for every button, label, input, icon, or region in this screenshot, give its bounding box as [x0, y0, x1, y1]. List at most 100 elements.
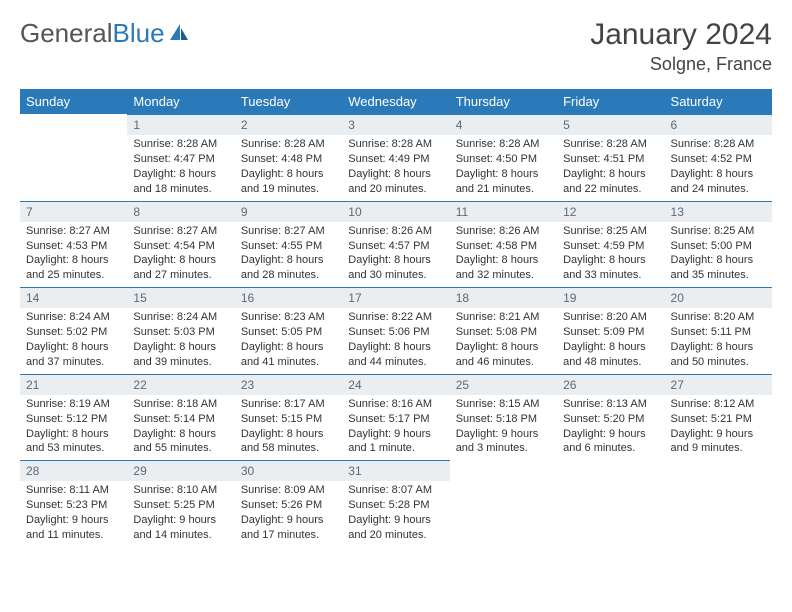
day-body: Sunrise: 8:28 AMSunset: 4:47 PMDaylight:…: [127, 135, 234, 200]
title-block: January 2024 Solgne, France: [590, 18, 772, 75]
day-body: Sunrise: 8:16 AMSunset: 5:17 PMDaylight:…: [342, 395, 449, 460]
sunset-line: Sunset: 4:48 PM: [241, 152, 336, 167]
day-body: Sunrise: 8:20 AMSunset: 5:11 PMDaylight:…: [665, 308, 772, 373]
day-body: Sunrise: 8:24 AMSunset: 5:03 PMDaylight:…: [127, 308, 234, 373]
logo: GeneralBlue: [20, 18, 190, 49]
sunrise-line: Sunrise: 8:28 AM: [241, 137, 336, 152]
day-number: 8: [127, 201, 234, 222]
calendar-body: 1Sunrise: 8:28 AMSunset: 4:47 PMDaylight…: [20, 114, 772, 547]
sunrise-line: Sunrise: 8:12 AM: [671, 397, 766, 412]
day-number: 27: [665, 374, 772, 395]
sunrise-line: Sunrise: 8:25 AM: [671, 224, 766, 239]
sunrise-line: Sunrise: 8:19 AM: [26, 397, 121, 412]
logo-text-blue: Blue: [113, 18, 165, 49]
calendar-cell: 13Sunrise: 8:25 AMSunset: 5:00 PMDayligh…: [665, 201, 772, 288]
day-body: Sunrise: 8:25 AMSunset: 4:59 PMDaylight:…: [557, 222, 664, 287]
daylight-line: Daylight: 9 hours and 17 minutes.: [241, 513, 336, 543]
calendar-row: 21Sunrise: 8:19 AMSunset: 5:12 PMDayligh…: [20, 374, 772, 461]
day-body: Sunrise: 8:11 AMSunset: 5:23 PMDaylight:…: [20, 481, 127, 546]
day-number: 3: [342, 114, 449, 135]
weekday-header: Saturday: [665, 89, 772, 114]
daylight-line: Daylight: 8 hours and 32 minutes.: [456, 253, 551, 283]
daylight-line: Daylight: 8 hours and 28 minutes.: [241, 253, 336, 283]
daylight-line: Daylight: 9 hours and 11 minutes.: [26, 513, 121, 543]
day-number: 1: [127, 114, 234, 135]
sunset-line: Sunset: 5:12 PM: [26, 412, 121, 427]
sunrise-line: Sunrise: 8:20 AM: [671, 310, 766, 325]
sunrise-line: Sunrise: 8:28 AM: [456, 137, 551, 152]
daylight-line: Daylight: 8 hours and 22 minutes.: [563, 167, 658, 197]
day-number: 7: [20, 201, 127, 222]
day-body: Sunrise: 8:25 AMSunset: 5:00 PMDaylight:…: [665, 222, 772, 287]
sunset-line: Sunset: 5:14 PM: [133, 412, 228, 427]
header: GeneralBlue January 2024 Solgne, France: [20, 18, 772, 75]
calendar-table: SundayMondayTuesdayWednesdayThursdayFrid…: [20, 89, 772, 547]
sunset-line: Sunset: 4:55 PM: [241, 239, 336, 254]
day-number: 26: [557, 374, 664, 395]
daylight-line: Daylight: 8 hours and 33 minutes.: [563, 253, 658, 283]
sunset-line: Sunset: 5:23 PM: [26, 498, 121, 513]
calendar-cell: 11Sunrise: 8:26 AMSunset: 4:58 PMDayligh…: [450, 201, 557, 288]
calendar-cell: 17Sunrise: 8:22 AMSunset: 5:06 PMDayligh…: [342, 287, 449, 374]
weekday-header: Monday: [127, 89, 234, 114]
weekday-header: Wednesday: [342, 89, 449, 114]
daylight-line: Daylight: 9 hours and 1 minute.: [348, 427, 443, 457]
calendar-cell: 5Sunrise: 8:28 AMSunset: 4:51 PMDaylight…: [557, 114, 664, 201]
calendar-cell: 2Sunrise: 8:28 AMSunset: 4:48 PMDaylight…: [235, 114, 342, 201]
calendar-cell: 22Sunrise: 8:18 AMSunset: 5:14 PMDayligh…: [127, 374, 234, 461]
calendar-cell: [450, 460, 557, 547]
calendar-cell: 4Sunrise: 8:28 AMSunset: 4:50 PMDaylight…: [450, 114, 557, 201]
daylight-line: Daylight: 9 hours and 14 minutes.: [133, 513, 228, 543]
day-body: Sunrise: 8:15 AMSunset: 5:18 PMDaylight:…: [450, 395, 557, 460]
sunrise-line: Sunrise: 8:24 AM: [26, 310, 121, 325]
day-number: 13: [665, 201, 772, 222]
sunset-line: Sunset: 5:26 PM: [241, 498, 336, 513]
sunset-line: Sunset: 4:53 PM: [26, 239, 121, 254]
sunset-line: Sunset: 4:52 PM: [671, 152, 766, 167]
calendar-cell: 31Sunrise: 8:07 AMSunset: 5:28 PMDayligh…: [342, 460, 449, 547]
daylight-line: Daylight: 8 hours and 19 minutes.: [241, 167, 336, 197]
calendar-cell: 24Sunrise: 8:16 AMSunset: 5:17 PMDayligh…: [342, 374, 449, 461]
daylight-line: Daylight: 9 hours and 9 minutes.: [671, 427, 766, 457]
weekday-header: Sunday: [20, 89, 127, 114]
day-body: Sunrise: 8:27 AMSunset: 4:53 PMDaylight:…: [20, 222, 127, 287]
sunset-line: Sunset: 5:17 PM: [348, 412, 443, 427]
daylight-line: Daylight: 8 hours and 21 minutes.: [456, 167, 551, 197]
sunrise-line: Sunrise: 8:26 AM: [456, 224, 551, 239]
calendar-cell: 20Sunrise: 8:20 AMSunset: 5:11 PMDayligh…: [665, 287, 772, 374]
sunrise-line: Sunrise: 8:15 AM: [456, 397, 551, 412]
sunset-line: Sunset: 4:59 PM: [563, 239, 658, 254]
day-body: Sunrise: 8:26 AMSunset: 4:58 PMDaylight:…: [450, 222, 557, 287]
daylight-line: Daylight: 8 hours and 53 minutes.: [26, 427, 121, 457]
day-body: Sunrise: 8:28 AMSunset: 4:52 PMDaylight:…: [665, 135, 772, 200]
day-body: Sunrise: 8:19 AMSunset: 5:12 PMDaylight:…: [20, 395, 127, 460]
day-body: Sunrise: 8:28 AMSunset: 4:51 PMDaylight:…: [557, 135, 664, 200]
day-body: Sunrise: 8:18 AMSunset: 5:14 PMDaylight:…: [127, 395, 234, 460]
sunset-line: Sunset: 5:28 PM: [348, 498, 443, 513]
day-body: Sunrise: 8:10 AMSunset: 5:25 PMDaylight:…: [127, 481, 234, 546]
calendar-row: 14Sunrise: 8:24 AMSunset: 5:02 PMDayligh…: [20, 287, 772, 374]
day-body: Sunrise: 8:28 AMSunset: 4:50 PMDaylight:…: [450, 135, 557, 200]
sunset-line: Sunset: 5:06 PM: [348, 325, 443, 340]
day-number: 10: [342, 201, 449, 222]
day-number: 18: [450, 287, 557, 308]
sunset-line: Sunset: 5:00 PM: [671, 239, 766, 254]
calendar-cell: 9Sunrise: 8:27 AMSunset: 4:55 PMDaylight…: [235, 201, 342, 288]
daylight-line: Daylight: 8 hours and 48 minutes.: [563, 340, 658, 370]
calendar-cell: 12Sunrise: 8:25 AMSunset: 4:59 PMDayligh…: [557, 201, 664, 288]
daylight-line: Daylight: 8 hours and 58 minutes.: [241, 427, 336, 457]
day-body: Sunrise: 8:13 AMSunset: 5:20 PMDaylight:…: [557, 395, 664, 460]
day-number: 25: [450, 374, 557, 395]
calendar-cell: 15Sunrise: 8:24 AMSunset: 5:03 PMDayligh…: [127, 287, 234, 374]
sunrise-line: Sunrise: 8:28 AM: [133, 137, 228, 152]
day-number: 4: [450, 114, 557, 135]
sunrise-line: Sunrise: 8:23 AM: [241, 310, 336, 325]
sunrise-line: Sunrise: 8:28 AM: [563, 137, 658, 152]
sunset-line: Sunset: 4:54 PM: [133, 239, 228, 254]
location: Solgne, France: [590, 54, 772, 75]
day-body: Sunrise: 8:22 AMSunset: 5:06 PMDaylight:…: [342, 308, 449, 373]
day-number: 9: [235, 201, 342, 222]
sunset-line: Sunset: 5:02 PM: [26, 325, 121, 340]
day-number: 16: [235, 287, 342, 308]
day-body: Sunrise: 8:17 AMSunset: 5:15 PMDaylight:…: [235, 395, 342, 460]
